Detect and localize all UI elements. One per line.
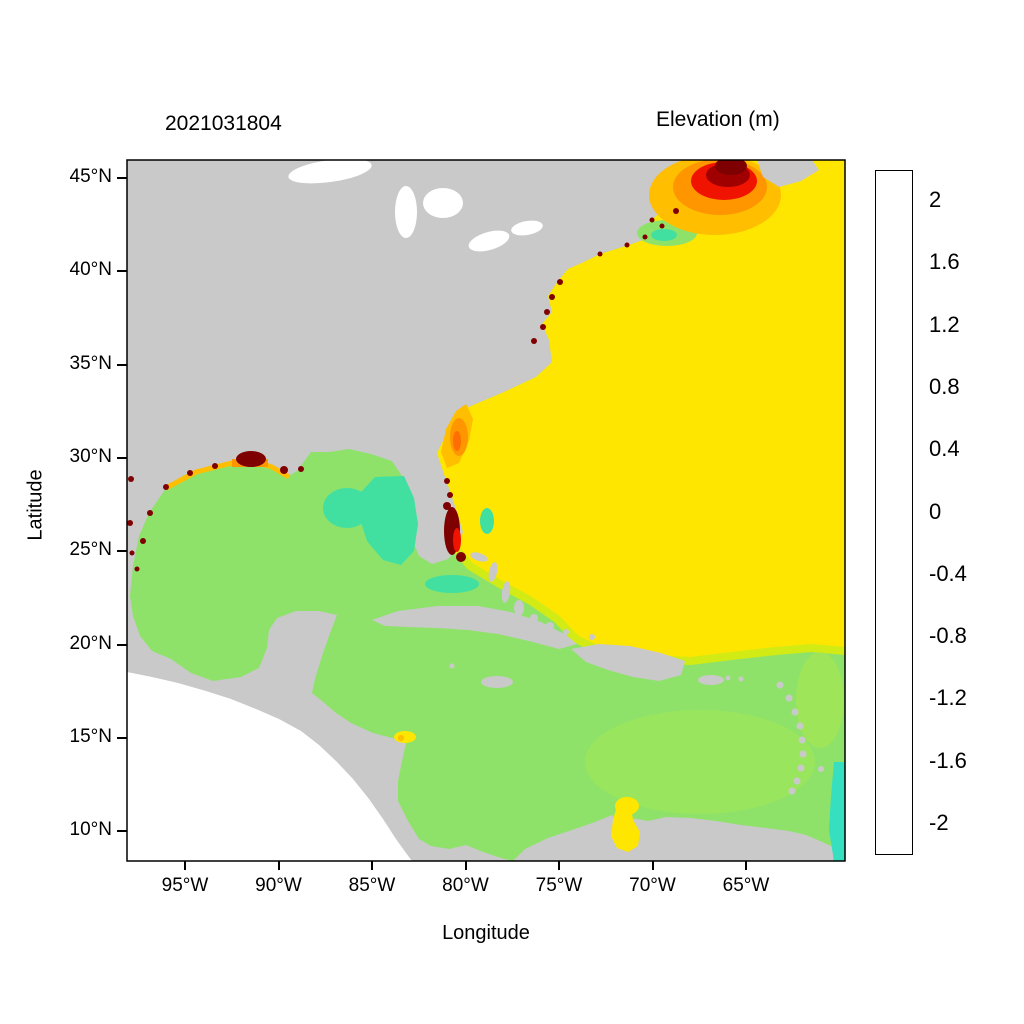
honduras-coast-amber	[398, 735, 404, 741]
lesser-antilles-islands	[725, 675, 824, 795]
hispaniola-land	[571, 644, 685, 681]
island-dot	[799, 750, 807, 758]
puerto-rico-land	[698, 675, 724, 685]
island-dot	[514, 600, 524, 616]
island-dot	[530, 614, 538, 622]
colorbar-title: Elevation (m)	[656, 108, 780, 131]
plot-frame	[126, 159, 846, 862]
surge-speck	[642, 234, 648, 240]
surge-speck	[456, 552, 466, 562]
nova-scotia-land	[757, 160, 819, 187]
surge-speck	[127, 520, 133, 526]
surge-speck	[447, 492, 453, 498]
surge-speck	[597, 251, 603, 257]
island-dot	[546, 622, 554, 630]
bahamas-islands	[470, 552, 595, 640]
caribbean-tint	[585, 710, 815, 814]
gulf-cold-patch	[323, 488, 371, 528]
surge-speck	[544, 309, 550, 315]
island-dot	[589, 634, 595, 640]
lake-superior	[288, 160, 372, 184]
lake-huron	[423, 188, 463, 218]
straits-cold-patch	[425, 575, 479, 593]
surge-speck	[659, 223, 665, 229]
surge-speck	[212, 463, 218, 469]
surge-speck	[140, 538, 146, 544]
se-coast-red-core	[453, 431, 461, 451]
honduras-coast-warm	[394, 731, 416, 743]
island-dot	[798, 736, 806, 744]
lake-erie	[468, 230, 510, 252]
cayman-island	[449, 663, 455, 669]
island-dot	[797, 764, 805, 772]
atlantic-region	[437, 160, 845, 661]
surge-speck	[187, 470, 193, 476]
south-america-land	[513, 815, 833, 861]
florida-lagoon-red	[453, 528, 461, 552]
gulf-of-venezuela-warm	[615, 797, 639, 815]
pacific-outside-domain	[127, 672, 412, 861]
x-axis-title: Longitude	[442, 922, 530, 944]
coastal-surge-specks	[127, 208, 679, 572]
jamaica-land	[481, 676, 513, 688]
surge-speck	[129, 550, 135, 556]
surge-speck	[298, 466, 304, 472]
surge-speck	[147, 510, 153, 516]
surge-speck	[531, 338, 537, 344]
surge-speck	[540, 324, 546, 330]
louisiana-surge-blob	[236, 451, 266, 467]
island-dot	[785, 694, 793, 702]
island-dot	[725, 675, 731, 681]
island-dot	[791, 708, 799, 716]
lake-michigan	[395, 186, 417, 238]
surge-speck	[557, 279, 563, 285]
gulf-cold-patch	[359, 476, 418, 565]
surge-speck	[444, 478, 450, 484]
island-dot	[563, 629, 569, 635]
cuba-land	[372, 606, 577, 649]
caribbean-tint	[796, 652, 844, 748]
lake-ontario	[511, 220, 543, 236]
island-dot	[788, 787, 796, 795]
island-dot	[793, 777, 801, 785]
surge-speck	[128, 476, 134, 482]
bahamas-cold-speck	[480, 508, 494, 534]
run-timestamp-label: 2021031804	[165, 112, 282, 135]
surge-speck	[163, 484, 169, 490]
island-dot	[738, 676, 744, 682]
surge-speck	[649, 217, 655, 223]
surge-speck	[673, 208, 679, 214]
gulf-of-maine-cyan-patch	[651, 229, 677, 241]
fundy-hotspot-core	[715, 160, 747, 175]
island-dot	[488, 562, 498, 582]
surge-speck	[134, 566, 140, 572]
island-dot	[818, 766, 824, 772]
surge-speck	[280, 466, 288, 474]
right-edge-cool-strip	[829, 762, 845, 861]
island-dot	[776, 681, 784, 689]
island-dot	[501, 581, 511, 603]
island-dot	[796, 722, 804, 730]
surge-speck	[443, 502, 451, 510]
lake-maracaibo-warm	[611, 806, 640, 852]
island-dot	[470, 552, 488, 562]
surge-speck	[549, 294, 555, 300]
surge-speck	[624, 242, 630, 248]
